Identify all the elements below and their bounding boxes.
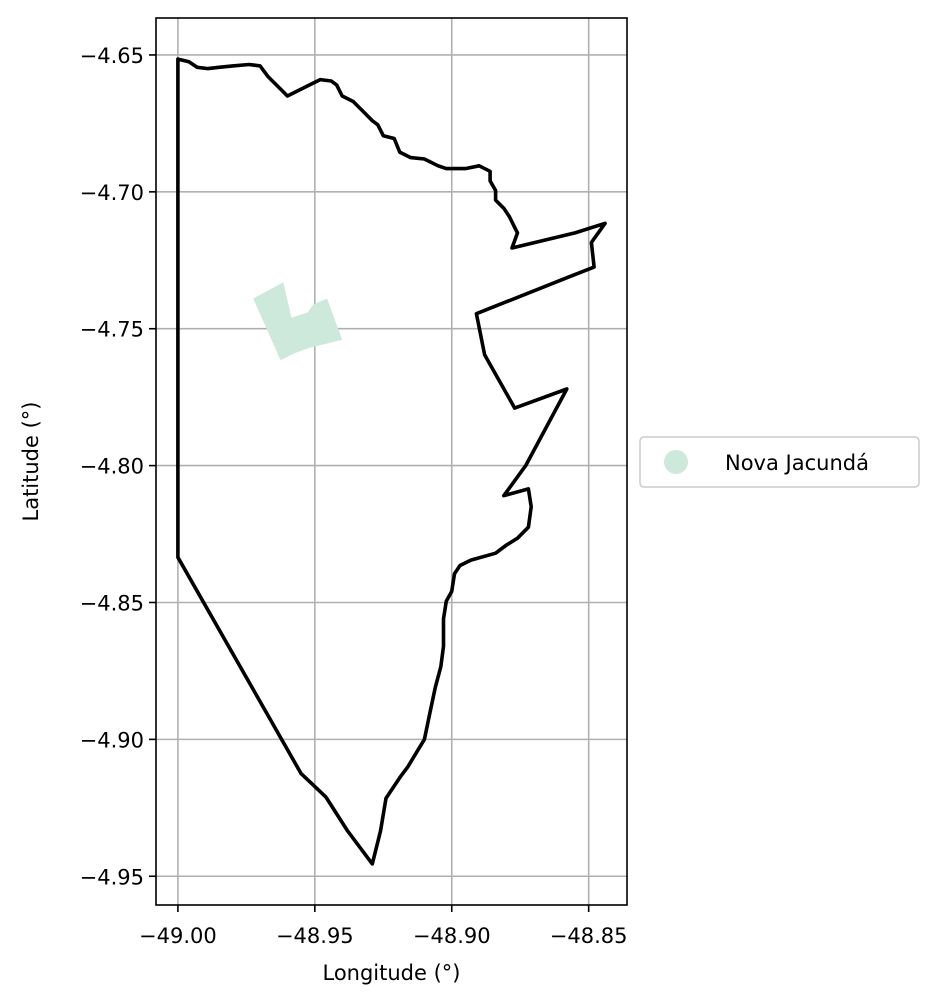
ticks: −49.00 −48.95 −48.90 −48.85 −4.65 −4.70 −4.75 −… [80,44,628,948]
legend-swatch-nova-jacunda [664,450,688,474]
y-tick-label: −4.90 [80,728,144,752]
boundary-layer [176,57,607,866]
plot-area: −49.00 −48.95 −48.90 −48.85 −4.65 −4.70 −4.75 −… [80,17,628,948]
municipality-boundary [176,57,607,866]
gridlines [156,18,627,905]
legend: Nova Jacundá [639,436,920,488]
axes-frame [155,17,628,906]
legend-frame [639,436,920,488]
x-tick-label: −48.95 [276,924,354,948]
y-tick-label: −4.85 [80,591,144,615]
x-tick-label: −49.00 [139,924,217,948]
x-axis-label: Longitude (°) [322,961,460,985]
y-tick-label: −4.95 [80,865,144,889]
y-tick-label: −4.80 [80,455,144,479]
y-tick-label: −4.75 [80,318,144,342]
x-tick-label: −48.85 [550,924,628,948]
region-layer [253,282,343,361]
y-tick-label: −4.70 [80,181,144,205]
y-axis-label: Latitude (°) [19,402,43,522]
y-tick-label: −4.65 [80,44,144,68]
region-nova-jacunda [253,282,343,361]
legend-entry-label: Nova Jacundá [725,451,869,475]
x-tick-label: −48.90 [413,924,491,948]
axes-background [156,18,627,905]
